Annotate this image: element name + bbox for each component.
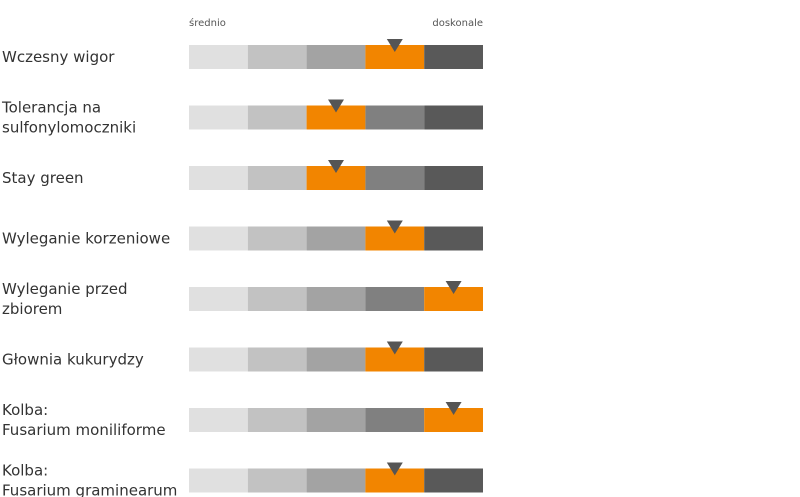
rating-segment [424, 226, 483, 251]
rating-segment [189, 347, 248, 372]
rating-segment [365, 408, 425, 432]
trait-label: Kolba: [2, 462, 48, 480]
rating-segment [424, 166, 483, 190]
rating-marker [386, 220, 403, 234]
rating-segment [365, 166, 425, 190]
trait-label: Wczesny wigor [2, 48, 115, 66]
rating-marker [386, 462, 403, 476]
rating-segment [247, 45, 307, 69]
rating-segment [247, 105, 307, 130]
rating-segment [424, 347, 483, 372]
rating-row: Wyleganie korzeniowe [2, 220, 483, 251]
rating-segment [247, 287, 307, 311]
rating-segment [189, 105, 248, 130]
trait-label: Tolerancja na [1, 99, 101, 117]
rating-marker [445, 281, 462, 294]
rating-segment [247, 468, 307, 493]
rating-segment [247, 166, 307, 190]
rating-marker [386, 39, 403, 52]
rating-row: Głownia kukurydzy [2, 341, 483, 372]
trait-label: Fusarium graminearum [2, 482, 177, 497]
rating-marker [386, 341, 403, 355]
rating-segment [306, 408, 366, 432]
rating-row: Kolba: Fusarium moniliforme [2, 401, 483, 439]
rating-rows: Wczesny wigor Tolerancja na sulfonylomoczn… [1, 39, 483, 497]
rating-segment [365, 105, 425, 130]
trait-label: Wyleganie korzeniowe [2, 230, 170, 248]
rating-row: Wyleganie przed zbiorem [2, 280, 483, 318]
rating-segment [306, 347, 366, 372]
rating-row: Wczesny wigor [2, 39, 483, 69]
rating-segment [306, 226, 366, 251]
rating-segment [189, 468, 248, 493]
rating-segment [189, 408, 248, 432]
rating-segment [247, 408, 307, 432]
trait-label: Głownia kukurydzy [2, 351, 144, 369]
rating-segment [424, 105, 483, 130]
rating-marker [328, 99, 344, 113]
scale-high-label: doskonale [432, 18, 483, 29]
rating-row: Tolerancja na sulfonylomoczniki [1, 99, 483, 137]
rating-segment [189, 287, 248, 311]
trait-label: zbiorem [2, 300, 62, 318]
rating-segment [306, 287, 366, 311]
rating-marker [328, 160, 344, 173]
trait-label: Kolba: [2, 401, 48, 419]
rating-segment [247, 347, 307, 372]
rating-segment [365, 287, 425, 311]
rating-marker [445, 402, 462, 415]
trait-label: sulfonylomoczniki [2, 119, 136, 137]
rating-row: Kolba: Fusarium graminearum [2, 462, 483, 497]
rating-segment [247, 226, 307, 251]
scale-low-label: średnio [189, 17, 226, 29]
rating-segment [189, 166, 248, 190]
rating-segment [424, 468, 483, 493]
rating-segment [306, 45, 366, 69]
rating-segment [189, 226, 248, 251]
rating-segment [306, 468, 366, 493]
trait-label: Stay green [2, 169, 84, 187]
rating-row: Stay green [2, 160, 483, 190]
rating-segment [424, 45, 483, 69]
trait-label: Fusarium moniliforme [2, 421, 166, 439]
rating-segment [189, 45, 248, 69]
trait-label: Wyleganie przed [2, 280, 128, 298]
